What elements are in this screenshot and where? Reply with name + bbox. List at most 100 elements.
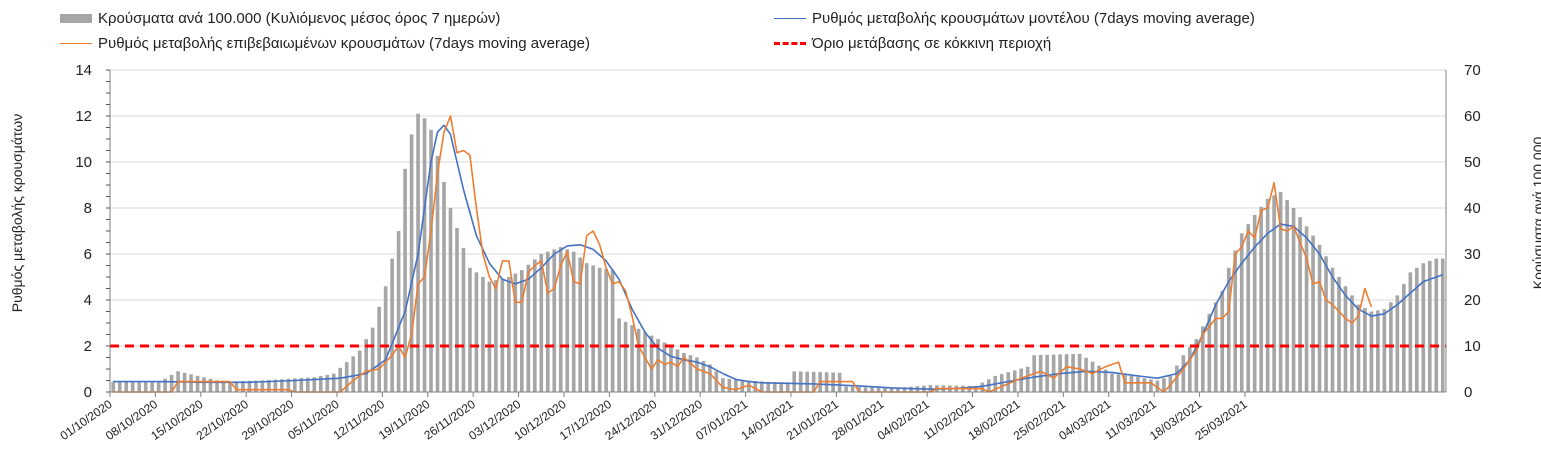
bar <box>1427 260 1432 392</box>
bar <box>1162 378 1166 392</box>
y-left-tick-label: 4 <box>84 292 92 309</box>
bar <box>1252 214 1257 392</box>
bar <box>221 381 226 392</box>
bar <box>889 388 894 392</box>
bar <box>481 277 485 392</box>
bar <box>1304 226 1309 392</box>
bar <box>409 134 414 392</box>
bar <box>1175 365 1179 392</box>
bar <box>137 382 142 392</box>
legend-swatch-threshold <box>774 42 806 45</box>
bar <box>675 349 680 392</box>
bar <box>850 386 855 392</box>
y-right-tick-label: 10 <box>1464 338 1481 355</box>
right-axis-ticks: 0 10 20 30 40 50 60 70 <box>1464 62 1481 401</box>
bar <box>779 382 784 392</box>
bar <box>1311 235 1315 392</box>
bar <box>662 342 667 392</box>
legend-swatch-model <box>774 18 806 19</box>
y-right-tick-label: 70 <box>1464 62 1481 79</box>
bar <box>325 374 330 392</box>
bar <box>260 380 265 392</box>
bar <box>247 380 252 392</box>
bar <box>1181 355 1186 392</box>
y-right-tick-label: 20 <box>1464 292 1481 309</box>
bar <box>727 378 732 392</box>
bar <box>435 155 440 392</box>
bar <box>442 181 446 392</box>
bar <box>591 265 595 392</box>
bar <box>876 387 881 392</box>
y-right-tick-label: 30 <box>1464 246 1481 263</box>
y-left-tick-label: 0 <box>84 384 92 401</box>
bar <box>857 387 861 392</box>
y-axis-left-label: Ρυθμός μεταβολής κρουσμάτων <box>9 113 25 313</box>
bar <box>494 280 498 392</box>
bar <box>130 382 135 392</box>
bar <box>1038 355 1043 392</box>
bar <box>338 367 343 392</box>
bar <box>1110 373 1114 392</box>
bar <box>746 380 751 392</box>
bar <box>1421 263 1426 392</box>
bar <box>403 168 407 392</box>
bar <box>1116 374 1121 392</box>
bar <box>169 374 174 392</box>
bar <box>1408 272 1413 392</box>
bar <box>844 386 848 392</box>
bar <box>1220 290 1225 392</box>
y-left-tick-label: 6 <box>84 246 92 263</box>
bar <box>772 382 777 392</box>
bar <box>1395 295 1400 392</box>
bar <box>124 382 129 392</box>
bar <box>1129 375 1134 392</box>
bar <box>909 386 913 392</box>
bar <box>286 378 291 392</box>
bar <box>1207 313 1212 392</box>
bar <box>1051 354 1056 392</box>
bar <box>740 380 745 392</box>
bar <box>1200 326 1205 392</box>
bar <box>234 381 239 392</box>
line-series <box>110 115 1446 393</box>
bar <box>383 286 388 392</box>
bar <box>701 360 706 392</box>
y-left-tick-label: 12 <box>75 108 92 125</box>
bar <box>1265 198 1270 392</box>
x-axis-ticks: 01/10/202008/10/202015/10/202022/10/2020… <box>57 392 1250 443</box>
bar <box>656 339 660 392</box>
bar <box>351 356 356 392</box>
legend-item-model: Ρυθμός μεταβολής κρουσμάτων μοντέλου (7d… <box>774 10 1255 27</box>
bar <box>682 352 686 392</box>
bar <box>156 382 161 392</box>
bar <box>1363 308 1367 392</box>
bar <box>500 278 505 392</box>
bar <box>896 387 900 392</box>
bar <box>143 382 148 392</box>
bar <box>1356 304 1361 392</box>
bar <box>610 270 615 392</box>
bar <box>688 355 693 392</box>
bar <box>1402 283 1406 392</box>
bar <box>1246 224 1251 392</box>
bar <box>1149 379 1153 392</box>
bar <box>863 387 868 392</box>
bar <box>215 380 219 392</box>
bar <box>695 357 699 392</box>
bar <box>1330 267 1335 392</box>
bar <box>1084 357 1088 392</box>
bar <box>1142 378 1147 392</box>
bar <box>468 267 472 392</box>
bar <box>1090 361 1095 392</box>
bar <box>513 273 518 392</box>
bar <box>1376 310 1380 392</box>
bar <box>254 380 258 392</box>
legend-item-threshold: Όριο μετάβασης σε κόκκινη περιοχή <box>774 35 1051 52</box>
bar <box>643 332 647 392</box>
bar <box>1272 195 1276 392</box>
bar <box>364 339 368 392</box>
bar <box>604 268 608 392</box>
y-right-tick-label: 0 <box>1464 384 1472 401</box>
bar <box>1233 250 1238 392</box>
